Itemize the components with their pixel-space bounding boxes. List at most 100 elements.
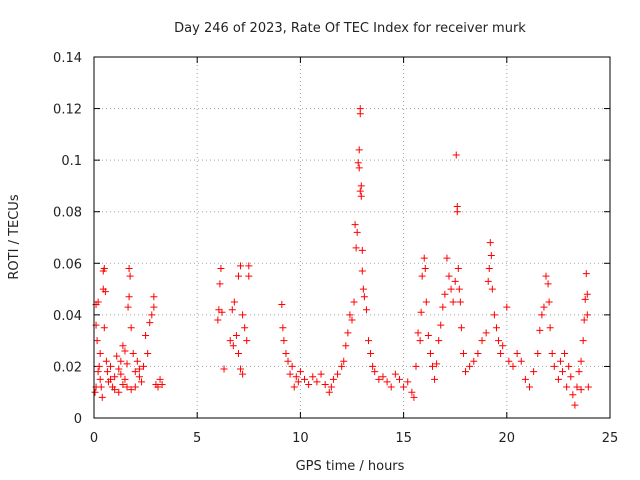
data-point <box>435 337 443 345</box>
data-point <box>357 182 365 190</box>
data-point <box>449 298 457 306</box>
data-point <box>447 285 455 293</box>
data-point <box>146 319 154 327</box>
data-point <box>102 357 110 365</box>
data-point <box>280 337 288 345</box>
data-point <box>344 329 352 337</box>
data-point <box>554 375 562 383</box>
data-point <box>365 337 373 345</box>
x-tick-label: 0 <box>90 431 98 446</box>
data-point <box>124 303 132 311</box>
data-point <box>123 360 131 368</box>
data-point <box>379 373 387 381</box>
data-point <box>545 298 553 306</box>
data-point <box>462 368 470 376</box>
data-point <box>517 357 525 365</box>
data-point <box>119 342 127 350</box>
data-point <box>439 303 447 311</box>
data-point <box>282 350 290 358</box>
data-point <box>217 264 225 272</box>
y-tick-label: 0.1 <box>61 154 82 169</box>
x-axis-label: GPS time / hours <box>296 459 405 474</box>
data-point <box>580 316 588 324</box>
data-point <box>286 370 294 378</box>
data-point <box>431 375 439 383</box>
data-point <box>348 316 356 324</box>
data-point <box>550 362 558 370</box>
data-point <box>353 228 361 236</box>
data-point <box>505 357 513 365</box>
data-point <box>338 362 346 370</box>
data-point <box>292 373 300 381</box>
data-point <box>284 357 292 365</box>
data-point <box>93 337 101 345</box>
data-point <box>487 252 495 260</box>
data-point <box>569 391 577 399</box>
data-point <box>375 375 383 383</box>
data-point <box>418 272 426 280</box>
x-tick-label: 20 <box>499 431 516 446</box>
data-point <box>218 308 226 316</box>
data-point <box>470 357 478 365</box>
x-tick-labels: 0 5 10 15 20 25 <box>90 431 618 446</box>
data-point <box>573 383 581 391</box>
data-point <box>495 337 503 345</box>
data-point <box>426 350 434 358</box>
data-point <box>513 350 521 358</box>
data-point <box>96 375 104 383</box>
data-point <box>125 293 133 301</box>
data-point <box>325 388 333 396</box>
data-point <box>577 357 585 365</box>
data-point <box>579 337 587 345</box>
data-point <box>135 365 143 373</box>
data-point <box>232 331 240 339</box>
data-point <box>290 383 298 391</box>
data-point <box>540 303 548 311</box>
data-point <box>383 378 391 386</box>
data-point <box>241 324 249 332</box>
data-point <box>220 365 228 373</box>
data-point <box>488 285 496 293</box>
data-point <box>111 373 119 381</box>
data-point <box>129 350 137 358</box>
data-point <box>334 370 342 378</box>
x-tick-label: 10 <box>292 431 309 446</box>
data-point <box>350 298 358 306</box>
data-point <box>412 362 420 370</box>
data-point <box>94 368 102 376</box>
data-point <box>484 277 492 285</box>
data-point <box>125 264 133 272</box>
data-point <box>131 368 139 376</box>
data-point <box>559 368 567 376</box>
data-point <box>142 331 150 339</box>
data-point <box>441 290 449 298</box>
data-point <box>133 357 141 365</box>
data-point <box>422 298 430 306</box>
data-point <box>237 262 245 270</box>
data-point <box>478 337 486 345</box>
data-point <box>503 303 511 311</box>
data-point <box>492 324 500 332</box>
data-point <box>234 350 242 358</box>
data-point <box>305 380 313 388</box>
data-point <box>359 285 367 293</box>
data-point <box>154 383 162 391</box>
data-point <box>420 254 428 262</box>
data-point <box>237 365 245 373</box>
data-point <box>356 187 364 195</box>
data-point <box>428 362 436 370</box>
data-point <box>107 362 115 370</box>
data-point <box>371 368 379 376</box>
data-point <box>400 383 408 391</box>
data-point <box>497 350 505 358</box>
data-point <box>452 151 460 159</box>
data-point <box>317 370 325 378</box>
data-point <box>111 386 119 394</box>
data-point <box>140 362 148 370</box>
data-point <box>115 388 123 396</box>
data-point <box>148 311 156 319</box>
data-point <box>485 264 493 272</box>
plot-frame <box>93 56 611 419</box>
data-point <box>91 388 99 396</box>
